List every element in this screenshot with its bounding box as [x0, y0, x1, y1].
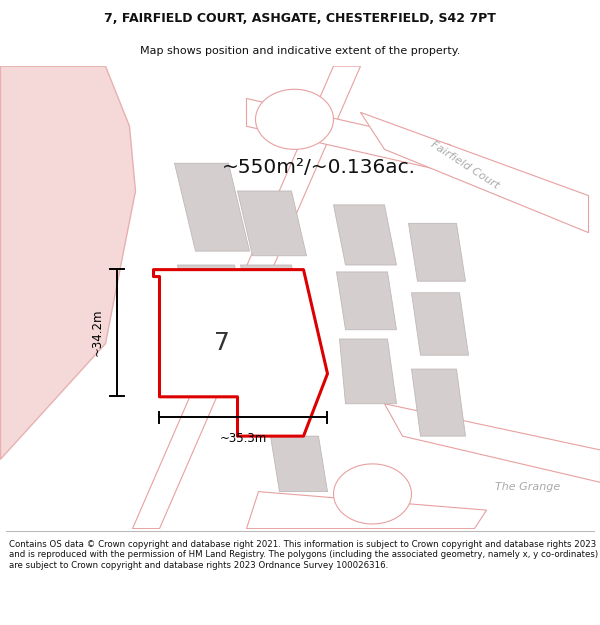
Text: ~550m²/~0.136ac.: ~550m²/~0.136ac.	[222, 158, 416, 177]
Text: Map shows position and indicative extent of the property.: Map shows position and indicative extent…	[140, 46, 460, 56]
Text: ~35.3m: ~35.3m	[220, 432, 266, 445]
Text: The Grange: The Grange	[496, 481, 560, 491]
Text: Fairfield Court: Fairfield Court	[429, 139, 501, 191]
Text: ~34.2m: ~34.2m	[91, 309, 104, 356]
Text: 7: 7	[214, 331, 230, 355]
Text: 7, FAIRFIELD COURT, ASHGATE, CHESTERFIELD, S42 7PT: 7, FAIRFIELD COURT, ASHGATE, CHESTERFIEL…	[104, 12, 496, 25]
Text: Contains OS data © Crown copyright and database right 2021. This information is : Contains OS data © Crown copyright and d…	[9, 540, 598, 569]
